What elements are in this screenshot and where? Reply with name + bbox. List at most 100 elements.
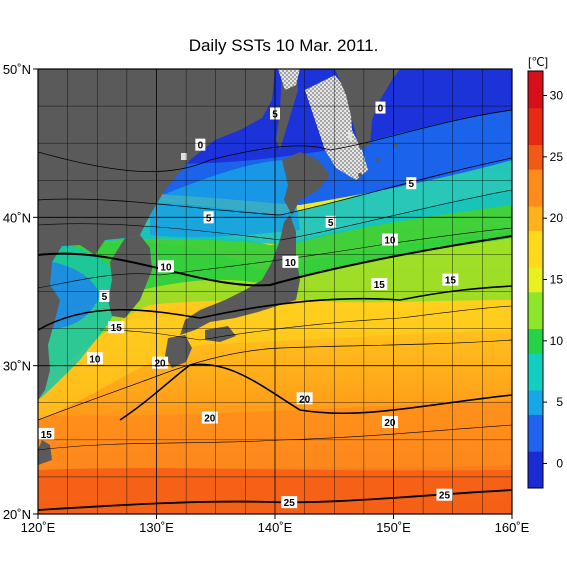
contour-label-box xyxy=(108,321,125,334)
contour-label: 5 xyxy=(206,213,212,224)
colorbar-segment xyxy=(528,426,543,440)
colorbar-tick-label: 10 xyxy=(550,334,564,348)
colorbar-segment xyxy=(528,83,543,97)
colorbar: [℃] 30 25 20 15 10 5 0 xyxy=(527,55,564,489)
contour-label-box xyxy=(281,496,298,509)
colorbar-segment xyxy=(528,254,543,268)
contour-label-box xyxy=(406,177,417,190)
colorbar-segment xyxy=(528,120,543,133)
contour-label: 15 xyxy=(445,276,457,287)
contour-label: 25 xyxy=(439,491,451,502)
contour-5 xyxy=(38,157,512,216)
colorbar-segment xyxy=(528,328,543,342)
land-kamchatka xyxy=(335,69,400,150)
colorbar-segment xyxy=(528,230,543,244)
contour-label: 20 xyxy=(299,394,311,405)
contour-label: 25 xyxy=(284,498,296,509)
lon-tick-label: 150˚E xyxy=(376,520,411,535)
colorbar-segment xyxy=(528,389,543,403)
colorbar-segment xyxy=(528,463,543,477)
contour-20 xyxy=(119,363,512,421)
land-korea xyxy=(108,235,152,318)
contour-10 xyxy=(38,235,512,287)
colorbar-tick-label: 25 xyxy=(550,150,564,164)
contour-label: 0 xyxy=(198,141,204,152)
contours xyxy=(38,109,512,511)
contour-label: 10 xyxy=(285,258,297,269)
colorbar-segment xyxy=(528,267,543,280)
contour-label: 20 xyxy=(154,359,166,370)
lon-tick-label: 130˚E xyxy=(139,520,174,535)
contour-label: 10 xyxy=(89,354,101,365)
sea-ice-okhotsk xyxy=(305,75,368,180)
contour-label: 5 xyxy=(328,218,334,229)
contour-label-box xyxy=(86,352,103,365)
contour-11 xyxy=(38,227,512,289)
contour-label: 15 xyxy=(374,280,386,291)
lat-tick-label: 50˚N xyxy=(3,62,31,77)
sea-ice-north xyxy=(278,69,300,90)
contour-label-box xyxy=(195,138,206,151)
contour-25 xyxy=(38,489,512,511)
island-ice-2 xyxy=(348,132,352,140)
contour-label-box xyxy=(436,488,453,501)
contour-label: 10 xyxy=(384,236,396,247)
contour-label-box xyxy=(371,278,388,291)
colorbar-segment xyxy=(528,316,543,330)
contour-label-box xyxy=(99,289,110,302)
colorbar-tick-label: 0 xyxy=(556,456,563,470)
colorbar-segment xyxy=(528,144,543,158)
contour-label: 15 xyxy=(41,430,53,441)
colorbar-segment xyxy=(528,205,543,219)
contour-label-box xyxy=(381,416,398,429)
land-kuril-2 xyxy=(376,158,380,162)
graticule xyxy=(38,69,512,514)
contour-label-box xyxy=(375,101,386,114)
land-sakhalin xyxy=(276,69,298,150)
contour-label: 20 xyxy=(384,418,396,429)
lon-tick-label: 120˚E xyxy=(21,520,56,535)
lat-ticks: 50˚N 40˚N 30˚N 20˚N xyxy=(3,62,38,522)
lat-tick-label: 40˚N xyxy=(3,210,31,225)
colorbar-segment xyxy=(528,291,543,305)
colorbar-segment xyxy=(528,365,543,379)
contour-7 xyxy=(38,189,512,241)
colorbar-segment xyxy=(528,414,543,428)
colorbar-segment xyxy=(528,218,543,231)
colorbar-segment xyxy=(528,156,543,170)
colorbar-segment xyxy=(528,181,543,195)
colorbar-segment xyxy=(528,242,543,256)
colorbar-tick-label: 20 xyxy=(550,211,564,225)
land-kuril-1 xyxy=(358,173,362,177)
contour-label-box xyxy=(201,411,218,424)
colorbar-segment xyxy=(528,107,543,121)
lon-ticks: 120˚E 130˚E 140˚E 150˚E 160˚E xyxy=(21,514,530,535)
contour-label-box xyxy=(325,215,336,228)
land-china-coast xyxy=(38,300,60,400)
colorbar-segment xyxy=(528,132,543,146)
land-taiwan xyxy=(38,440,52,465)
contour-label: 20 xyxy=(204,414,216,425)
colorbar-segment xyxy=(528,353,543,366)
land-kyushu xyxy=(165,335,192,368)
colorbar-segment xyxy=(528,95,543,109)
land-hokkaido xyxy=(282,152,330,215)
lat-tick-label: 20˚N xyxy=(3,507,31,522)
contour-0 xyxy=(38,109,512,173)
contour-label: 10 xyxy=(160,262,172,273)
contour-label-box xyxy=(38,427,55,440)
colorbar-segment xyxy=(528,304,543,317)
colorbar-segment xyxy=(528,279,543,293)
colorbar-tick-label: 30 xyxy=(550,89,564,103)
contour-label-box xyxy=(282,255,299,268)
contour-label-box xyxy=(442,273,459,286)
island-ice-1 xyxy=(181,153,187,160)
colorbar-tick-label: 5 xyxy=(556,395,563,409)
contour-17 xyxy=(38,339,512,421)
contour-label-box xyxy=(157,260,174,273)
colorbar-tick-label: 15 xyxy=(550,273,564,287)
lat-tick-label: 30˚N xyxy=(3,359,31,374)
lon-tick-label: 140˚E xyxy=(258,520,293,535)
colorbar-segment xyxy=(528,169,543,182)
